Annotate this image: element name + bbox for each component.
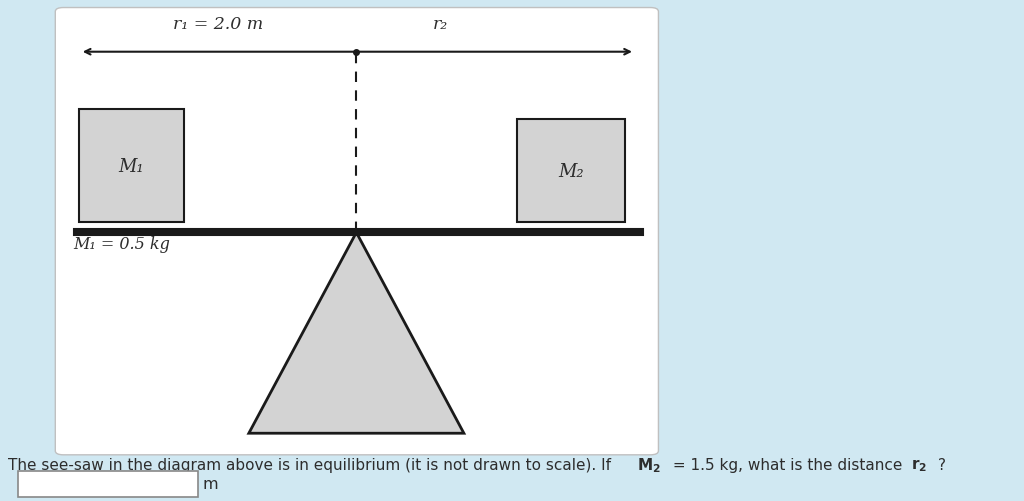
Text: M₁ = 0.5 kg: M₁ = 0.5 kg <box>74 235 171 253</box>
Text: $\mathbf{M_2}$: $\mathbf{M_2}$ <box>637 455 660 474</box>
Bar <box>74 230 643 236</box>
Text: M₂: M₂ <box>558 163 584 180</box>
Text: ?: ? <box>938 457 946 472</box>
Text: $\mathbf{r_2}$: $\mathbf{r_2}$ <box>911 456 928 473</box>
Polygon shape <box>249 233 464 433</box>
Text: r₁ = 2.0 m: r₁ = 2.0 m <box>173 16 263 33</box>
Bar <box>18 471 198 497</box>
Text: The see-saw in the diagram above is in equilibrium (it is not drawn to scale). I: The see-saw in the diagram above is in e… <box>8 457 616 472</box>
Bar <box>517 120 625 223</box>
Bar <box>79 110 184 223</box>
Text: = 1.5 kg, what is the distance: = 1.5 kg, what is the distance <box>668 457 907 472</box>
Text: r₂: r₂ <box>432 16 447 33</box>
Text: M₁: M₁ <box>119 158 144 175</box>
Text: m: m <box>203 476 218 491</box>
FancyBboxPatch shape <box>55 9 658 455</box>
